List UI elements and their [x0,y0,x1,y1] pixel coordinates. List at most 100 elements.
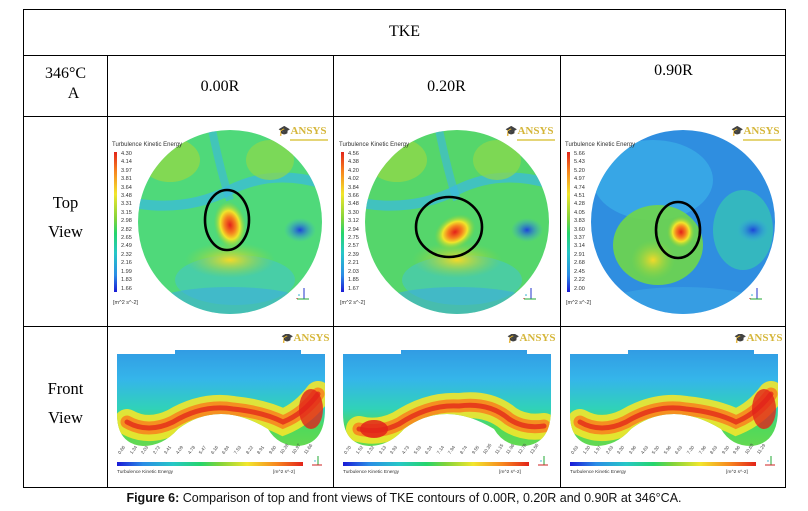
ansys-logo: 🎓ANSYS [505,125,554,137]
ansys-logo: 🎓ANSYS [734,334,783,344]
column-header-0-00r: 0.00R [200,78,240,95]
legend-tick-label: 2.82 [121,226,132,233]
col-divider [560,55,561,487]
row-label-view: View [48,408,83,427]
col-divider [107,55,108,487]
legend-tick-label: 1.67 [348,285,359,292]
legend-ticks: 5.66 5.43 5.20 4.97 4.74 4.51 4.28 4.05 3.83 3.60… [574,150,585,293]
legend-tick-label: 2.39 [348,251,359,258]
legend-tick-label: 4.20 [348,167,359,174]
row-divider [24,326,785,327]
legend-tick-label: 3.81 [121,176,132,183]
graduation-cap-icon: 🎓 [507,334,520,344]
legend-tick-label: 4.97 [574,176,585,183]
axis-triad-icon [296,288,309,300]
legend-tick-label: 2.98 [121,218,132,225]
ansys-logo: 🎓ANSYS [281,334,330,344]
highlight-ring [414,195,484,259]
legend-tick-label: 2.22 [574,277,585,284]
highlight-ring [654,200,702,260]
legend-tick-label: 4.14 [121,159,132,166]
legend-tick-label: 3.64 [121,184,132,191]
logo-text: ANSYS [519,334,556,344]
front-view-contour-0-00R: 0.66 1.34 2.03 2.72 3.41 4.09 4.78 5.47 6.16 6.84… [113,334,331,484]
logo-text: ANSYS [293,334,330,344]
legend-unit: [m^2 s^-2] [499,470,521,475]
row-label-front: Front [47,379,84,398]
legend-title: Turbulence Kinetic Energy [117,470,174,475]
top-view-contour-0-00R: Turbulence Kinetic Energy 4.30 4.14 3.97 3.8… [110,120,330,325]
legend-color-bar [567,152,570,292]
top-view-plot [138,130,322,314]
legend-tick-label: 2.49 [121,243,132,250]
legend-title: Turbulence Kinetic Energy [343,470,400,475]
legend-color-bar [341,152,344,292]
legend-tick-label: 5.20 [574,167,585,174]
legend-tick-label: 3.83 [574,218,585,225]
legend-tick-label: 2.03 [348,268,359,275]
graduation-cap-icon: 🎓 [734,334,747,344]
legend-tick-label: 3.84 [348,184,359,191]
legend-tick-label: 3.60 [574,226,585,233]
axis-triad-icon [765,456,775,466]
legend-tick-label: 5.43 [574,159,585,166]
legend-tick-label: 2.45 [574,268,585,275]
legend-tick-label: 2.68 [574,260,585,267]
legend-tick-label: 3.66 [348,193,359,200]
table-header-tke: TKE [388,23,421,40]
legend-tick-label: 2.91 [574,251,585,258]
legend-tick-label: 3.31 [121,201,132,208]
legend-tick-label: 1.99 [121,268,132,275]
legend-unit: [m^2 s^-2] [566,300,592,306]
caption-text: Comparison of top and front views of TKE… [179,491,682,505]
legend-tick-label: 1.83 [121,277,132,284]
legend-tick-label: 2.65 [121,235,132,242]
legend-tick-label: 4.51 [574,193,585,200]
legend-tick-label: 2.57 [348,243,359,250]
legend-tick-label: 3.30 [348,209,359,216]
front-view-plot [117,350,325,446]
legend-unit: [m^2 s^-2] [273,470,295,475]
logo-text: ANSYS [290,125,327,137]
legend-color-bar [117,462,303,466]
front-view-contour-0-90R: 0.63 1.30 1.97 2.63 3.30 3.96 4.63 5.30 5.96 6.63… [566,334,784,484]
legend-title: Turbulence Kinetic Energy [570,470,627,475]
row-label-view: View [48,222,83,241]
legend-title: Turbulence Kinetic Energy [339,142,410,148]
logo-subtitle [517,139,555,141]
front-view-plot [570,350,778,446]
logo-text: ANSYS [517,125,554,137]
legend-color-bar [114,152,117,292]
row-label-top: Top [52,193,79,212]
top-view-contour-0-20R: Turbulence Kinetic Energy 4.56 4.38 4.20 4.0… [337,120,557,325]
column-header-0-20r: 0.20R [427,78,466,95]
legend-unit: [m^2 s^-2] [113,300,139,306]
front-view-plot [343,350,551,446]
legend-unit: [m^2 s^-2] [340,300,366,306]
logo-subtitle [290,139,328,141]
top-view-plot [365,130,549,314]
legend-tick-label: 3.12 [348,218,359,225]
legend-color-bar [570,462,756,466]
ansys-logo: 🎓ANSYS [507,334,556,344]
legend-tick-label: 5.66 [574,151,585,157]
legend-tick-label: 3.97 [121,167,132,174]
col-divider [333,55,334,487]
legend-tick-label: 4.56 [348,151,359,157]
row-divider [24,55,785,56]
legend-tick-label: 3.48 [121,193,132,200]
legend-tick-label: 4.05 [574,209,585,216]
corner-label-line1: 346°C [44,65,87,82]
legend-tick-label: 2.75 [348,235,359,242]
figure-caption: Figure 6: Comparison of top and front vi… [0,491,808,505]
graduation-cap-icon: 🎓 [731,126,744,137]
legend-tick-label: 4.74 [574,184,585,191]
legend-tick-label: 2.21 [348,260,359,267]
legend-tick-label: 2.94 [348,226,359,233]
axis-triad-icon [312,456,322,466]
legend-tick-label: 2.32 [121,251,132,258]
top-view-contour-0-90R: Turbulence Kinetic Energy 5.66 5.43 5.20 4.9… [563,120,783,325]
legend-title: Turbulence Kinetic Energy [112,142,183,148]
top-view-plot [591,130,775,314]
front-view-contour-0-20R: 0.70 1.52 2.32 3.13 3.93 4.73 5.53 6.34 7.14 7.94… [339,334,557,484]
